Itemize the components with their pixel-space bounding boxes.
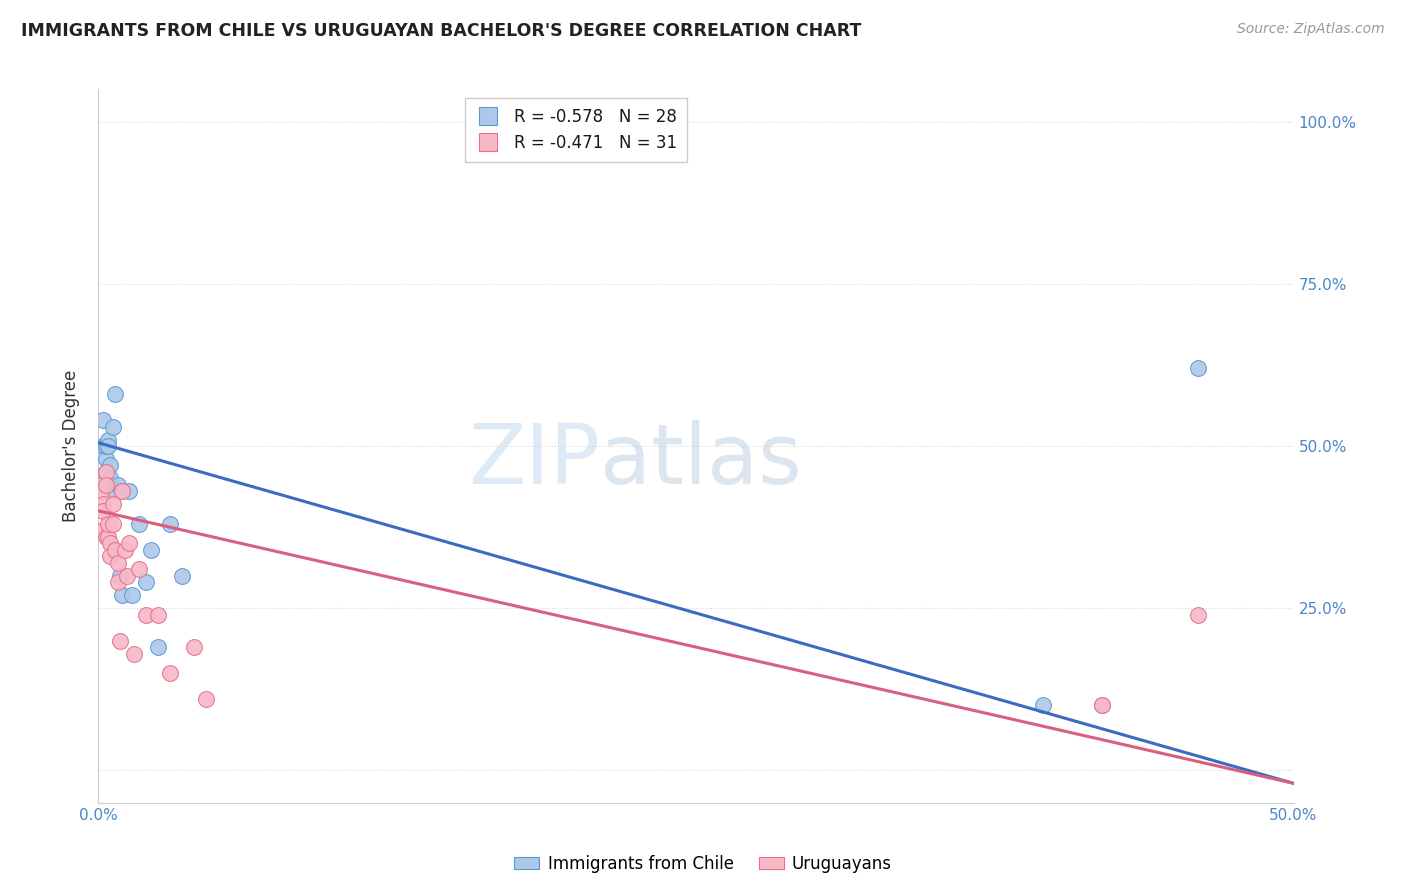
- Point: [104, 484, 127, 499]
- Point: [107, 478, 129, 492]
- Point: [108, 568, 131, 582]
- Text: Source: ZipAtlas.com: Source: ZipAtlas.com: [1237, 22, 1385, 37]
- Point: [111, 588, 134, 602]
- Point: [183, 640, 205, 654]
- Point: [108, 633, 131, 648]
- Point: [128, 516, 150, 531]
- Point: [104, 542, 127, 557]
- Point: [1032, 698, 1054, 713]
- Text: IMMIGRANTS FROM CHILE VS URUGUAYAN BACHELOR'S DEGREE CORRELATION CHART: IMMIGRANTS FROM CHILE VS URUGUAYAN BACHE…: [21, 22, 862, 40]
- Point: [94, 465, 117, 479]
- Point: [172, 568, 194, 582]
- Point: [1187, 361, 1209, 376]
- Point: [1091, 698, 1114, 713]
- Point: [107, 575, 129, 590]
- Point: [148, 607, 170, 622]
- Point: [94, 439, 117, 453]
- Point: [101, 497, 124, 511]
- Point: [90, 478, 112, 492]
- Point: [91, 504, 114, 518]
- Point: [97, 530, 120, 544]
- Point: [135, 575, 157, 590]
- Point: [139, 542, 162, 557]
- Point: [1187, 607, 1209, 622]
- Point: [91, 439, 114, 453]
- Point: [115, 568, 138, 582]
- Point: [135, 607, 157, 622]
- Y-axis label: Bachelor's Degree: Bachelor's Degree: [62, 370, 80, 522]
- Point: [121, 588, 143, 602]
- Legend: Immigrants from Chile, Uruguayans: Immigrants from Chile, Uruguayans: [508, 848, 898, 880]
- Point: [195, 692, 218, 706]
- Point: [111, 484, 134, 499]
- Point: [97, 439, 120, 453]
- Point: [1091, 698, 1114, 713]
- Point: [91, 524, 114, 538]
- Point: [94, 465, 117, 479]
- Point: [159, 666, 181, 681]
- Point: [97, 516, 120, 531]
- Point: [107, 556, 129, 570]
- Point: [94, 452, 117, 467]
- Point: [148, 640, 170, 654]
- Point: [159, 516, 181, 531]
- Point: [111, 484, 134, 499]
- Point: [118, 484, 141, 499]
- Point: [91, 413, 114, 427]
- Point: [98, 471, 122, 485]
- Point: [124, 647, 146, 661]
- Point: [101, 516, 124, 531]
- Legend: R = -0.578   N = 28, R = -0.471   N = 31: R = -0.578 N = 28, R = -0.471 N = 31: [465, 97, 686, 161]
- Point: [94, 478, 117, 492]
- Text: atlas: atlas: [600, 420, 801, 500]
- Point: [98, 458, 122, 473]
- Text: ZIP: ZIP: [468, 420, 600, 500]
- Point: [90, 478, 112, 492]
- Point: [98, 549, 122, 564]
- Point: [114, 542, 136, 557]
- Point: [128, 562, 150, 576]
- Point: [118, 536, 141, 550]
- Point: [97, 433, 120, 447]
- Point: [91, 497, 114, 511]
- Point: [104, 387, 127, 401]
- Point: [101, 419, 124, 434]
- Point: [94, 530, 117, 544]
- Point: [90, 484, 112, 499]
- Point: [98, 536, 122, 550]
